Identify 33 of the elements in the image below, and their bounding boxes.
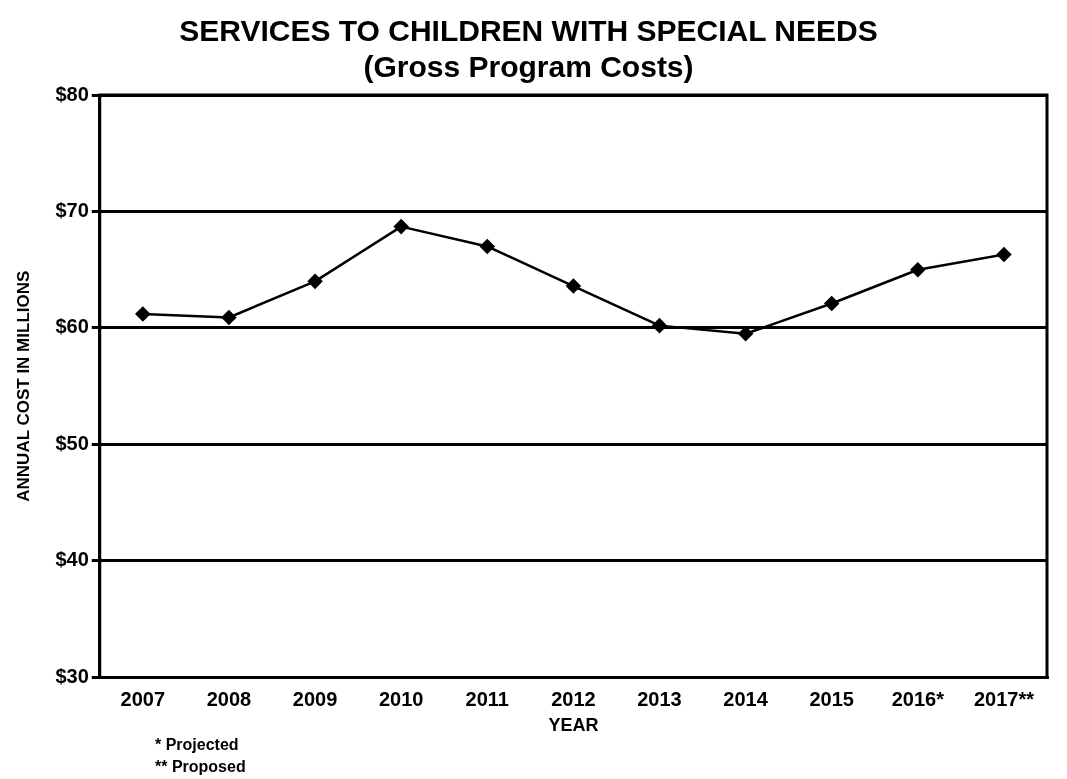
point (996, 247, 1012, 262)
text: ** Proposed (155, 758, 246, 775)
point (221, 310, 237, 325)
x-tick-label: 2008 (206, 687, 252, 710)
point (393, 219, 409, 234)
point (824, 296, 839, 311)
text: * Projected (155, 736, 239, 753)
chart-subtitle: (Gross Program Costs) (363, 50, 694, 84)
y-tick-label: $60 (55, 315, 89, 338)
x-tick-label: 2014 (723, 687, 769, 710)
y-tick-label: $30 (55, 664, 89, 687)
point (480, 239, 495, 254)
chart-title: SERVICES TO CHILDREN WITH SPECIAL NEEDS (179, 14, 878, 48)
x-tick-label: 2015 (809, 687, 854, 710)
x-tick-label: 2007 (120, 687, 166, 710)
y-tick-label: $40 (55, 548, 89, 571)
y-tick-label: $50 (55, 431, 89, 454)
y-axis-title: ANNUAL COST IN MILLIONS (13, 270, 33, 502)
x-tick-label: 2013 (637, 687, 682, 710)
point (652, 318, 667, 333)
x-axis-title: YEAR (548, 715, 599, 736)
x-tick-label: 2009 (292, 687, 338, 710)
point (910, 262, 926, 277)
y-tick-label: $70 (55, 199, 89, 221)
point (566, 278, 581, 294)
x-tick-label: 2017** (973, 687, 1035, 710)
x-tick-label: 2010 (378, 687, 424, 710)
x-tick-label: 2012 (551, 687, 596, 710)
x-tick-label: 2011 (465, 687, 509, 710)
y-tick-label: $80 (55, 82, 89, 105)
x-tick-label: 2016* (891, 687, 945, 710)
point (307, 274, 323, 289)
point (135, 306, 151, 322)
